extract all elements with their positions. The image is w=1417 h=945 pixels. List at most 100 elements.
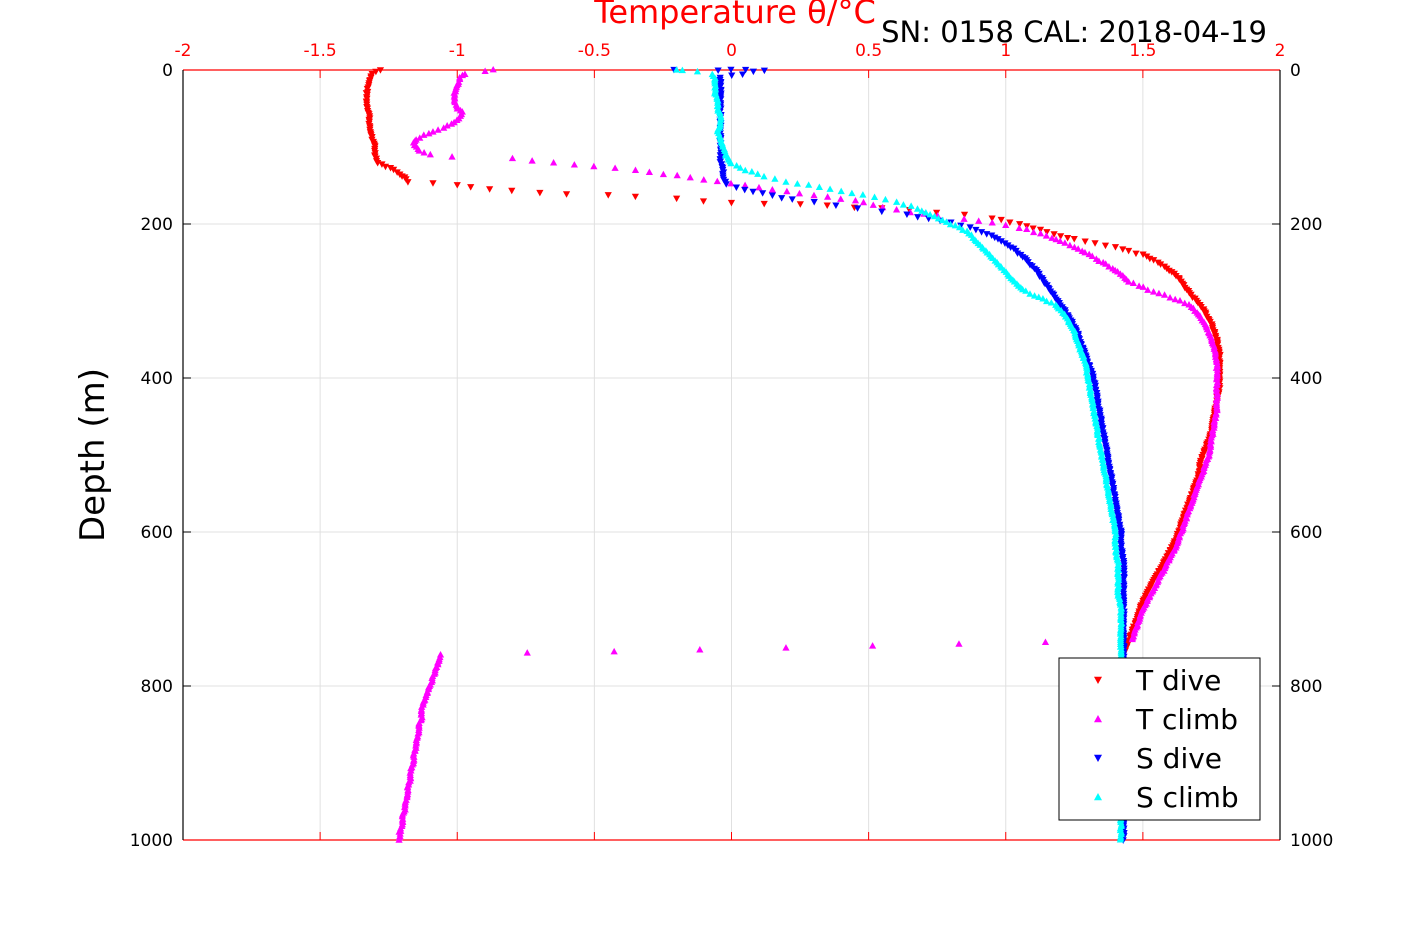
data-point xyxy=(722,181,730,188)
y-tick-label-right: 1000 xyxy=(1290,831,1333,851)
data-point xyxy=(977,229,986,236)
data-point xyxy=(1036,229,1045,237)
data-point xyxy=(467,184,475,191)
data-point xyxy=(448,153,456,160)
data-point xyxy=(604,192,612,199)
data-point xyxy=(1061,239,1069,246)
y-tick-label-left: 400 xyxy=(141,369,173,389)
data-point xyxy=(1030,292,1039,299)
x-tick-label: -1 xyxy=(449,41,466,61)
axes xyxy=(182,69,1281,841)
data-point xyxy=(741,186,749,194)
data-point xyxy=(728,72,736,79)
data-point xyxy=(771,175,779,182)
data-point xyxy=(907,202,915,209)
data-point xyxy=(749,188,757,196)
y-tick-label-left: 1000 xyxy=(130,831,173,851)
data-point xyxy=(868,642,877,649)
data-point xyxy=(1006,219,1014,227)
data-point xyxy=(934,214,943,222)
data-point xyxy=(549,158,558,166)
data-point xyxy=(1181,299,1189,307)
data-point xyxy=(611,164,619,171)
data-point xyxy=(810,199,818,206)
data-point xyxy=(372,68,380,76)
data-point xyxy=(788,196,796,203)
data-point xyxy=(404,179,412,186)
data-point xyxy=(760,67,768,75)
data-point xyxy=(714,67,722,75)
data-point xyxy=(436,651,445,658)
data-point xyxy=(960,215,968,222)
data-point xyxy=(782,178,790,185)
data-point xyxy=(732,184,741,192)
data-point xyxy=(1144,286,1152,293)
data-point xyxy=(481,67,489,74)
data-point xyxy=(1092,255,1100,262)
data-point xyxy=(378,161,386,168)
legend-label: S climb xyxy=(1136,781,1239,814)
data-point xyxy=(440,124,448,131)
data-point xyxy=(1056,237,1064,244)
data-point xyxy=(1048,234,1056,241)
data-point xyxy=(994,236,1002,243)
data-point xyxy=(796,201,804,208)
data-point xyxy=(453,182,461,189)
data-point xyxy=(741,166,749,174)
data-point xyxy=(420,148,428,156)
data-point xyxy=(434,126,442,133)
data-point xyxy=(881,195,890,203)
data-point xyxy=(1109,264,1117,272)
y-tick-label-right: 200 xyxy=(1290,215,1322,235)
data-point xyxy=(1042,232,1051,239)
data-point xyxy=(988,232,996,239)
y-tick-label-left: 200 xyxy=(141,215,173,235)
data-point xyxy=(741,181,749,189)
y-tick-label-right: 800 xyxy=(1290,677,1322,697)
data-point xyxy=(759,190,767,197)
legend-marker xyxy=(1094,715,1102,723)
data-point xyxy=(1078,247,1086,254)
data-point xyxy=(1166,294,1174,301)
data-point xyxy=(528,157,536,164)
data-point xyxy=(1155,289,1163,297)
data-point xyxy=(975,217,983,224)
y-tick-label-left: 600 xyxy=(141,523,173,543)
data-point xyxy=(859,191,867,198)
data-point xyxy=(673,171,681,179)
data-point xyxy=(878,208,886,216)
data-point xyxy=(1026,290,1034,297)
data-point xyxy=(727,66,735,74)
data-point xyxy=(760,172,768,180)
x-tick-label: 0.5 xyxy=(855,41,882,61)
data-point xyxy=(955,223,964,231)
data-point xyxy=(942,218,951,225)
data-point xyxy=(957,222,965,230)
data-point xyxy=(1029,225,1037,233)
data-point xyxy=(610,647,618,655)
data-point xyxy=(645,168,653,175)
data-point xyxy=(570,161,578,168)
data-point xyxy=(489,65,497,73)
legend-marker xyxy=(1094,754,1102,762)
data-point xyxy=(1070,236,1078,243)
legend-marker xyxy=(1094,793,1102,801)
data-point xyxy=(1088,252,1096,260)
data-point xyxy=(1171,295,1179,303)
data-point xyxy=(1002,221,1010,228)
data-point xyxy=(696,645,704,653)
data-point xyxy=(946,220,955,228)
data-point xyxy=(673,195,681,203)
data-point xyxy=(678,66,686,74)
data-point xyxy=(918,207,926,214)
data-point xyxy=(1150,257,1158,264)
data-point xyxy=(1135,282,1143,289)
data-point xyxy=(456,106,465,114)
data-point xyxy=(416,134,424,141)
data-point xyxy=(997,238,1005,245)
legend: T dive T climb S dive S climb xyxy=(1058,657,1261,821)
legend-label: T dive xyxy=(1135,664,1221,697)
data-point xyxy=(1101,242,1110,250)
data-point xyxy=(727,179,735,187)
legend-label: S dive xyxy=(1136,742,1222,775)
